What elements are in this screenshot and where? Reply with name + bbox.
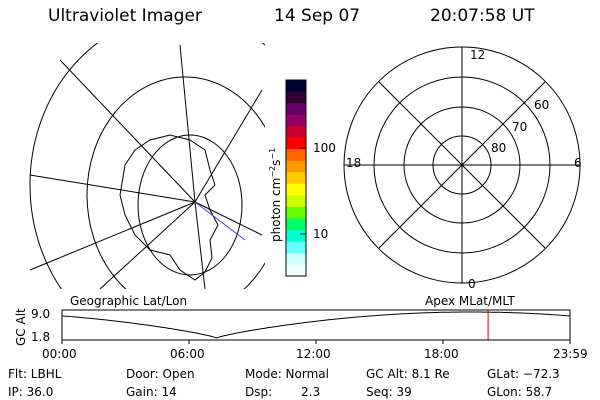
y-tick-9: 9.0 [31,307,51,321]
colorbar-segment [286,126,306,139]
dsp-label: Dsp: [245,385,273,399]
colorbar [286,80,306,277]
colorbar-segment [286,149,306,162]
meridian [194,201,206,289]
instrument-title: Ultraviolet Imager [48,6,202,26]
colorbar-tick-100: 100 [313,141,336,155]
colorbar-segment [286,160,306,173]
lat-label-70: 70 [512,120,528,134]
glat-status: GLat: −72.3 [487,367,560,381]
apex-caption: Apex MLat/MLT [425,294,515,308]
x-tick-2359: 23:59 [553,347,588,361]
meridian [179,44,196,203]
colorbar-units: photon cm−2s−1 [268,147,283,242]
mlt-label-12: 12 [470,48,486,62]
colorbar-segment [286,264,306,277]
meridian [29,201,196,271]
door-status: Door: Open [126,367,195,381]
terminator-line [194,201,246,241]
meridian [29,174,196,203]
meridian [59,59,196,203]
colorbar-segment [286,241,306,254]
meridian [99,201,196,289]
antarctica-coastline [119,134,219,281]
x-tick-0600: 06:00 [170,347,205,361]
colorbar-frame [285,79,307,277]
lat-circle-1 [137,134,243,276]
date-label: 14 Sep 07 [274,6,361,26]
meridian [194,201,263,236]
ip-status: IP: 36.0 [8,385,54,399]
colorbar-segment [286,195,306,208]
mlt-label-0: 0 [468,277,476,291]
colorbar-segment [286,218,306,231]
colorbar-segment [286,183,306,196]
seq-status: Seq: 39 [366,385,412,399]
gain-status: Gain: 14 [126,385,177,399]
altitude-frame [61,309,571,341]
colorbar-segment [286,114,306,127]
colorbar-tick-10: 10 [313,227,329,241]
lat-label-80: 80 [491,141,507,155]
mlt-label-18: 18 [346,156,362,170]
colorbar-segment [286,172,306,185]
time-label: 20:07:58 UT [430,6,535,26]
meridian [194,89,263,203]
gc-alt-status: GC Alt: 8.1 Re [366,367,450,381]
y-tick-1-8: 1.8 [31,330,51,344]
lat-circle-2 [86,76,265,289]
colorbar-segment [286,206,306,219]
lat-circle-3 [29,43,265,289]
altitude-plot [61,309,571,344]
x-tick-1800: 18:00 [424,347,459,361]
colorbar-segment [286,229,306,242]
colorbar-segment [286,137,306,150]
dsp-value: 2.3 [301,385,321,399]
x-tick-0000: 00:00 [42,347,77,361]
x-tick-1200: 12:00 [296,347,331,361]
gc-alt-axis-label: GC Alt [14,308,28,346]
altitude-curve [61,311,571,339]
mode-status: Mode: Normal [245,367,329,381]
geographic-caption: Geographic Lat/Lon [70,294,188,308]
colorbar-segment [286,252,306,265]
mlt-line-diag [378,81,546,249]
polar-plot [343,46,581,284]
colorbar-segment [286,103,306,116]
filter-status: Flt: LBHL [8,367,62,381]
colorbar-segment [286,80,306,93]
glon-status: GLon: 58.7 [487,385,553,399]
colorbar-segment [286,91,306,104]
mlt-label-6: 6 [574,156,582,170]
geographic-map [29,43,265,289]
lat-label-60: 60 [534,98,550,112]
